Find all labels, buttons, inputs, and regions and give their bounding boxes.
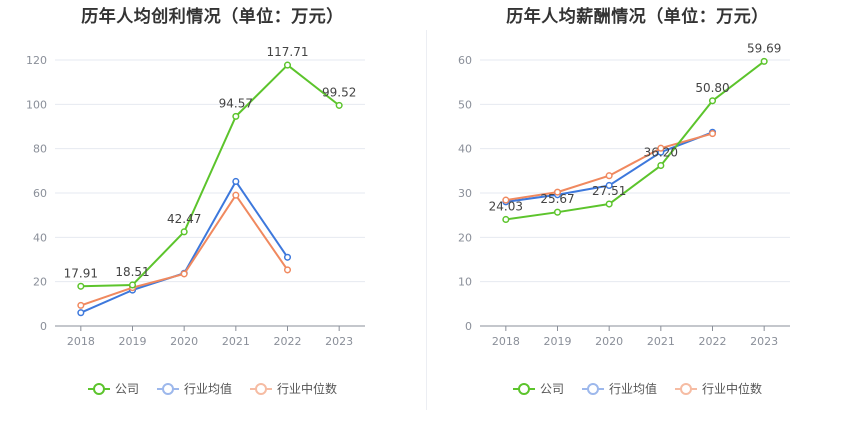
- x-tick-label: 2023: [750, 335, 778, 348]
- legend-company-swatch: [87, 382, 110, 395]
- x-tick-label: 2019: [544, 335, 572, 348]
- y-tick-label: 60: [458, 54, 472, 67]
- data-label: 17.91: [64, 266, 98, 280]
- legend-median-swatch: [250, 382, 272, 395]
- data-label: 27.51: [592, 184, 626, 198]
- data-point: [283, 266, 292, 274]
- y-tick-label: 40: [458, 143, 472, 156]
- data-point: [77, 282, 85, 290]
- x-tick-label: 2022: [699, 335, 727, 348]
- legend-item-industry-median[interactable]: 行业中位数: [675, 380, 762, 397]
- legend-item-company[interactable]: 公司: [87, 380, 139, 397]
- chart-title: 历年人均薪酬情况（单位：万元）: [506, 7, 769, 27]
- legend-item-industry-mean[interactable]: 行业均值: [581, 380, 657, 397]
- data-point: [657, 144, 665, 152]
- panel-divider: [426, 30, 427, 410]
- data-label: 59.69: [747, 41, 781, 55]
- chart-title: 历年人均创利情况（单位：万元）: [81, 7, 344, 27]
- data-point: [760, 57, 768, 65]
- legend-item-industry-mean[interactable]: 行业均值: [156, 380, 232, 397]
- legend-company-swatch: [512, 382, 535, 395]
- legend-label: 公司: [114, 382, 139, 396]
- data-label: 42.47: [167, 212, 201, 226]
- data-point: [77, 301, 85, 309]
- y-tick-label: 0: [465, 320, 472, 333]
- legend-label: 行业中位数: [702, 382, 763, 396]
- data-point: [180, 228, 188, 236]
- legend-label: 行业均值: [183, 382, 232, 396]
- data-point: [605, 200, 613, 208]
- y-tick-label: 60: [33, 187, 47, 200]
- data-point: [232, 112, 240, 120]
- y-tick-label: 30: [458, 187, 472, 200]
- data-point: [502, 215, 510, 224]
- data-label: 36.20: [644, 146, 678, 160]
- data-point: [553, 208, 562, 216]
- salary-chart-plot: 0 10 20 30 40 50 60 2018 2019 2020 2021 2022 2023 24.…: [458, 41, 790, 348]
- data-point: [708, 130, 717, 138]
- y-tick-label: 20: [458, 231, 472, 244]
- y-tick-label: 50: [458, 98, 472, 111]
- data-point: [232, 191, 240, 199]
- y-tick-label: 20: [33, 276, 47, 289]
- data-point: [180, 270, 188, 278]
- x-tick-label: 2019: [119, 335, 147, 348]
- y-tick-label: 0: [40, 320, 47, 333]
- x-tick-label: 2022: [274, 335, 302, 348]
- data-point: [502, 196, 510, 204]
- profit-chart-panel: 历年人均创利情况（单位：万元） 0 20 40 60 80 100 120 2018 2019 2…: [0, 7, 425, 397]
- data-point: [605, 181, 613, 190]
- x-tick-label: 2020: [170, 335, 198, 348]
- data-point: [128, 281, 137, 289]
- data-label: 99.52: [322, 85, 356, 99]
- data-point: [708, 97, 717, 105]
- legend-label: 行业均值: [608, 382, 657, 396]
- data-point: [283, 61, 292, 69]
- data-label: 94.57: [219, 96, 253, 110]
- data-point: [605, 172, 613, 180]
- y-tick-label: 40: [33, 231, 47, 244]
- y-tick-label: 120: [26, 54, 47, 67]
- x-tick-label: 2021: [647, 335, 675, 348]
- profit-chart-plot: 0 20 40 60 80 100 120 2018 2019 2020 2021 2022 2023 1…: [26, 45, 365, 348]
- x-tick-label: 2018: [67, 335, 95, 348]
- legend-item-company[interactable]: 公司: [512, 380, 564, 397]
- data-point: [283, 253, 292, 261]
- data-point: [553, 188, 562, 196]
- chart-legend: 公司 行业均值 行业中位数: [0, 380, 425, 397]
- chart-legend: 公司 行业均值 行业中位数: [425, 380, 850, 397]
- x-tick-label: 2020: [595, 335, 623, 348]
- salary-chart-panel: 历年人均薪酬情况（单位：万元） 0 10 20 30 40 50 60 2018 2019 202…: [425, 0, 850, 436]
- data-point: [77, 309, 85, 317]
- y-tick-label: 100: [26, 98, 47, 111]
- data-label: 24.03: [489, 199, 523, 213]
- x-tick-label: 2018: [492, 335, 520, 348]
- legend-mean-swatch: [156, 382, 179, 395]
- legend-item-industry-median[interactable]: 行业中位数: [250, 380, 337, 397]
- legend-label: 公司: [539, 382, 564, 396]
- data-point: [335, 101, 343, 109]
- y-tick-label: 10: [458, 276, 472, 289]
- data-label: 18.51: [115, 265, 149, 279]
- legend-mean-swatch: [581, 382, 604, 395]
- x-tick-label: 2021: [222, 335, 250, 348]
- series-line-company: [505, 60, 765, 221]
- y-tick-label: 80: [33, 143, 47, 156]
- data-label: 117.71: [267, 45, 309, 59]
- data-point: [657, 161, 665, 170]
- data-label: 25.67: [540, 192, 574, 206]
- data-point: [232, 177, 240, 186]
- legend-median-swatch: [675, 382, 697, 395]
- series-line-industry-mean: [80, 180, 289, 314]
- x-tick-label: 2023: [325, 335, 353, 348]
- legend-label: 行业中位数: [277, 382, 338, 396]
- series-line-company: [80, 64, 340, 288]
- data-label: 50.80: [695, 81, 729, 95]
